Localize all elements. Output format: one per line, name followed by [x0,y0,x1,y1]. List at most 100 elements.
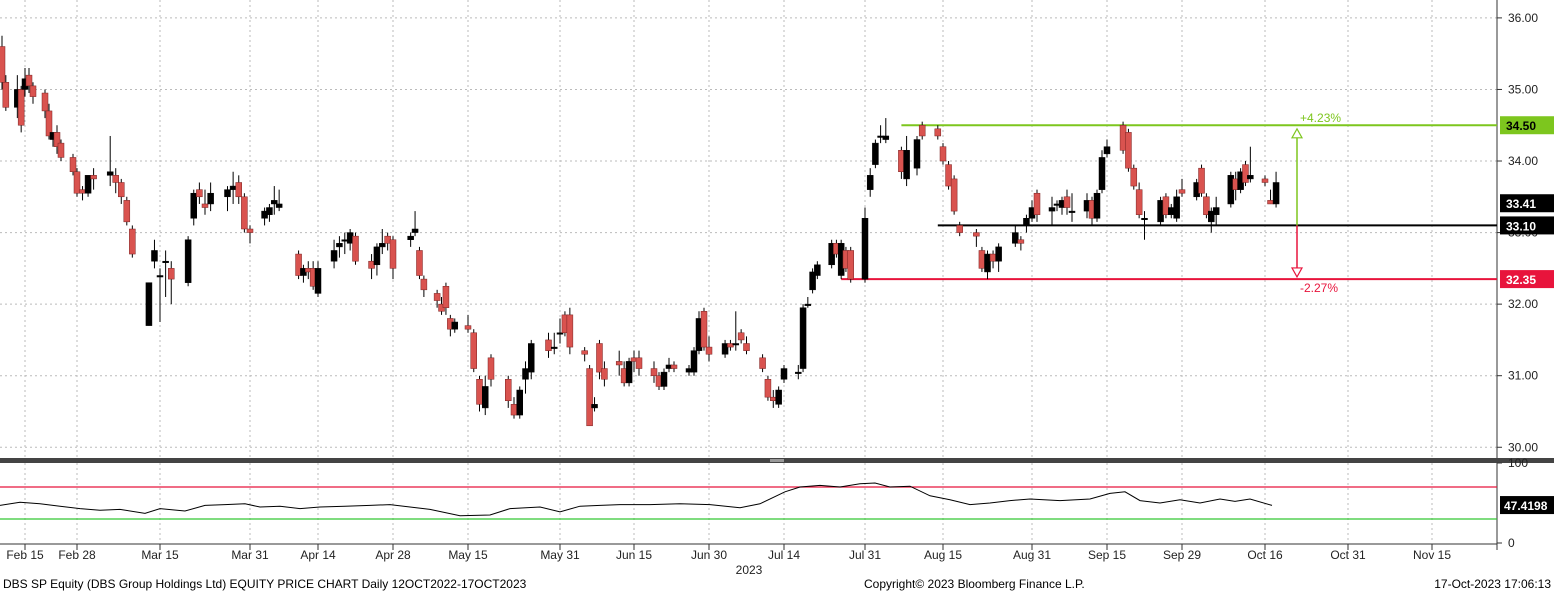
candle-body [586,368,593,427]
candle-body [1178,189,1186,194]
level-tag-label-stop: 32.35 [1506,273,1536,287]
candle-body [45,110,53,137]
candle-body [407,235,414,240]
level-tag-stop [1500,270,1554,289]
candle-body [804,303,812,306]
candle-body [271,200,278,205]
y-tick-label: 35.00 [1508,82,1538,96]
candle-body [1125,132,1132,169]
x-tick-label: May 31 [540,548,580,562]
candle-body [934,128,942,137]
candle-body [123,200,131,223]
candle-body [1157,200,1164,223]
candle-body [84,175,92,194]
candle-body [635,357,643,369]
candle-body [368,260,375,269]
candle-body [207,192,214,205]
candle-body [330,250,338,262]
x-tick-label: Sep 15 [1088,548,1126,562]
candle-body [581,350,588,355]
candle-body [1247,175,1254,180]
candle-body [556,332,564,335]
pane-divider-grip [770,459,784,462]
candle-body [913,139,921,169]
y-tick-label: 30.00 [1508,440,1538,454]
candle-body [670,364,678,369]
x-tick-label: Apr 14 [300,548,336,562]
candle-body [168,268,175,280]
candle-body [0,46,6,83]
candle-body [1119,124,1127,151]
candle-body [106,171,114,176]
candle-body [1168,207,1175,215]
candle-body [53,132,61,147]
candle-body [1173,196,1180,219]
candle-body [451,321,459,330]
candle-body [379,243,386,248]
x-tick-label: Oct 16 [1247,548,1283,562]
candle-body [411,228,419,233]
candle-body [759,357,766,369]
x-tick-label: Oct 31 [1330,548,1366,562]
candle-body [660,371,668,387]
x-tick-label: Jun 15 [616,548,652,562]
candle-body [861,218,869,280]
candles-group [0,35,1280,427]
candle-body [1267,200,1274,205]
candle-body [482,386,489,409]
candle-body [566,314,574,348]
rsi-y-tick-label: 0 [1508,536,1515,550]
candle-body [241,196,248,230]
candle-body [246,228,254,233]
candle-body [650,368,658,376]
candle-body [764,379,772,398]
candle-body [487,357,495,380]
candle-body [1208,210,1215,223]
level-tag-support [1500,216,1554,235]
x-tick-label: Jul 31 [849,548,881,562]
candle-body [1033,192,1041,215]
candle-body [470,332,477,369]
candle-body [162,260,169,263]
candle-body [1048,207,1056,212]
candle-body [420,278,428,291]
candle-body [69,157,77,172]
candle-body [90,175,97,180]
y-tick-label: 34.00 [1508,154,1538,168]
candle-body [224,189,231,198]
candle-body [389,239,397,269]
candle-body [1272,182,1280,205]
candle-body [505,379,512,401]
downside-arrow-head [1290,267,1304,279]
candle-body [314,268,322,294]
y-tick-label: 31.00 [1508,369,1538,383]
x-tick-label: Nov 15 [1413,548,1451,562]
level-tag-label-resistance: 34.50 [1506,119,1536,133]
candle-body [780,368,788,380]
candle-body [903,150,910,180]
candle-body [2,82,10,108]
candle-body [464,325,472,330]
candle-body [737,332,745,341]
x-tick-label: Feb 28 [58,548,96,562]
candle-body [516,389,523,416]
candle-body [1103,146,1111,155]
candle-body [1242,164,1249,183]
candle-body [229,185,237,190]
candle-body [545,339,552,351]
x-tick-label: Jul 14 [768,548,800,562]
candle-body [433,293,441,301]
candle-body [41,92,49,112]
candle-body [601,368,608,380]
candle-body [373,246,381,266]
candle-body [795,371,802,374]
footer-center: Copyright© 2023 Bloomberg Finance L.P. [864,577,1085,591]
candle-body [522,368,529,380]
candle-body [995,246,1002,262]
candle-body [1012,232,1019,244]
x-tick-label: Aug 31 [1013,548,1051,562]
candle-body [129,228,136,255]
candle-body [882,135,890,140]
candle-body [799,307,807,369]
